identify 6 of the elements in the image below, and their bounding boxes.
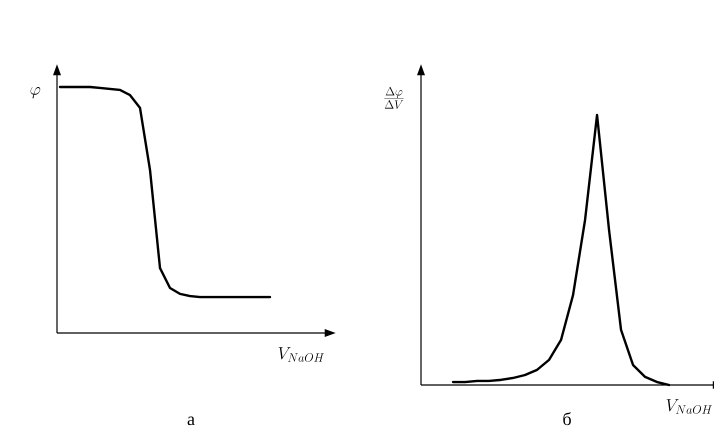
y-axis-title: $\frac{\Delta\varphi}{\Delta V}$ (384, 86, 404, 109)
text: б (563, 412, 571, 426)
y-axis-title: $\varphi$ (30, 87, 40, 98)
x-axis-title: $V_{NaOH}$ (666, 399, 712, 414)
text: а (188, 416, 195, 426)
x-axis-title: $V_{NaOH}$ (278, 347, 324, 362)
